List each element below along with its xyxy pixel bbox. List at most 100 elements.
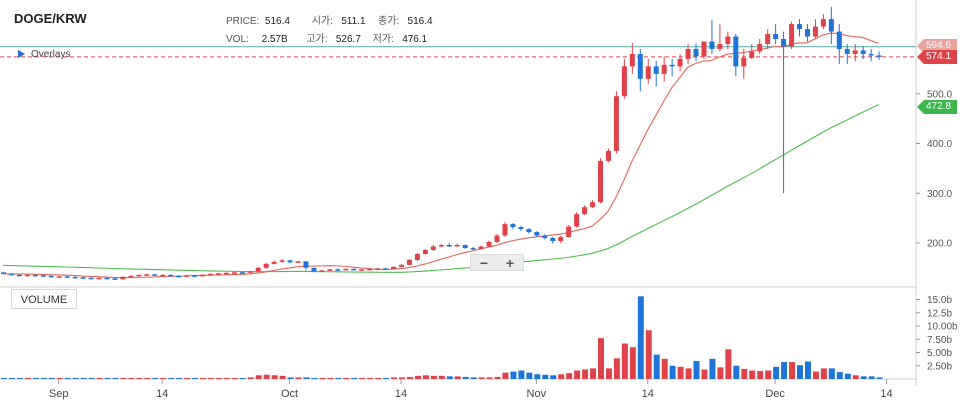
candle-body: [239, 272, 245, 274]
candle-body: [391, 266, 397, 269]
volume-bar: [1, 377, 7, 379]
volume-bar: [152, 377, 159, 379]
volume-bar: [207, 377, 214, 379]
volume-bar: [184, 377, 191, 379]
volume-bar: [319, 377, 326, 379]
candle-body: [844, 48, 850, 54]
volume-bar: [494, 376, 501, 379]
x-tick-label: 14: [880, 388, 892, 400]
volume-bar: [192, 377, 199, 379]
volume-bar: [16, 377, 23, 379]
volume-label: VOL:: [226, 34, 249, 45]
candle-body: [32, 274, 38, 277]
volume-bar: [383, 377, 390, 379]
volume-bar: [526, 372, 533, 379]
candle-body: [860, 50, 866, 54]
candle-body: [613, 96, 619, 151]
candle-body: [16, 274, 22, 277]
candle-body: [88, 277, 94, 280]
volume-bar: [367, 377, 374, 379]
candle-body: [558, 237, 564, 242]
candle-body: [605, 150, 611, 161]
close-value: 516.4: [407, 16, 433, 27]
ma-long-price-tag: 472.8: [917, 100, 957, 114]
volume-bar: [621, 343, 628, 379]
high-label: 고가:: [306, 34, 328, 45]
volume-bar: [454, 376, 461, 379]
volume-tick-label: 12.5b: [927, 308, 952, 319]
candle-body: [128, 275, 134, 278]
volume-bar: [486, 377, 493, 379]
candle-body: [566, 226, 572, 238]
candle-body: [287, 260, 293, 263]
play-triangle-icon: [18, 50, 25, 58]
zoom-in-button[interactable]: +: [505, 254, 515, 271]
candle-body: [725, 36, 731, 44]
zoom-control[interactable]: − +: [470, 254, 524, 271]
volume-bar: [693, 360, 700, 379]
volume-bar: [375, 377, 382, 379]
candle-body: [454, 244, 460, 247]
candle-body: [383, 268, 389, 270]
candle-body: [669, 64, 675, 67]
volume-bar: [247, 377, 254, 379]
x-tick-label: Oct: [281, 388, 298, 400]
volume-tick-label: 7.50b: [927, 335, 952, 346]
overlays-label: Overlays: [31, 49, 71, 60]
candle-body: [789, 24, 795, 47]
price-value: 516.4: [264, 16, 290, 27]
volume-bar: [741, 368, 748, 379]
volume-bar: [804, 361, 811, 379]
zoom-out-button[interactable]: −: [479, 254, 489, 271]
volume-bar: [828, 368, 835, 379]
volume-bar: [311, 377, 318, 379]
candle-body: [438, 244, 444, 247]
volume-bar: [24, 377, 31, 379]
candle-body: [828, 19, 834, 32]
volume-bar: [598, 338, 604, 379]
ma-long-line: [2, 104, 879, 273]
candle-body: [773, 34, 779, 40]
volume-bar: [789, 362, 796, 379]
volume-bar: [876, 377, 883, 379]
volume-bar: [255, 375, 262, 379]
candle-body: [653, 66, 659, 74]
candle-body: [661, 64, 667, 74]
volume-bar: [757, 371, 764, 379]
volume-bar: [605, 368, 612, 379]
volume-bar: [40, 377, 47, 379]
candle-body: [518, 227, 524, 230]
candle-body: [852, 50, 858, 54]
volume-bar: [391, 377, 398, 379]
volume-button[interactable]: VOLUME: [11, 289, 77, 309]
volume-bar: [343, 377, 350, 379]
candle-body: [311, 267, 317, 272]
candle-body: [804, 29, 810, 37]
volume-bar: [327, 377, 334, 379]
candle-body: [351, 268, 357, 271]
volume-bar: [160, 377, 167, 379]
candle-body: [247, 271, 253, 273]
candle-body: [295, 261, 301, 263]
candle-body: [112, 278, 118, 280]
candle-body: [526, 229, 532, 233]
volume-bar: [574, 370, 581, 379]
volume-bar: [852, 375, 859, 379]
candle-body: [637, 53, 643, 79]
volume-bar: [661, 358, 668, 379]
candle-body: [327, 269, 333, 271]
volume-bar: [239, 377, 246, 379]
open-label: 시가:: [311, 16, 333, 27]
candle-body: [406, 259, 412, 265]
volume-bar: [176, 377, 183, 379]
volume-bar: [48, 377, 55, 379]
overlays-toggle[interactable]: Overlays: [18, 49, 70, 60]
candle-body: [104, 277, 110, 280]
candle-body: [215, 273, 221, 275]
candle-body: [160, 274, 166, 277]
candle-body: [621, 66, 627, 97]
volume-bar: [8, 377, 15, 379]
volume-bar: [765, 370, 772, 379]
candle-body: [223, 272, 229, 275]
